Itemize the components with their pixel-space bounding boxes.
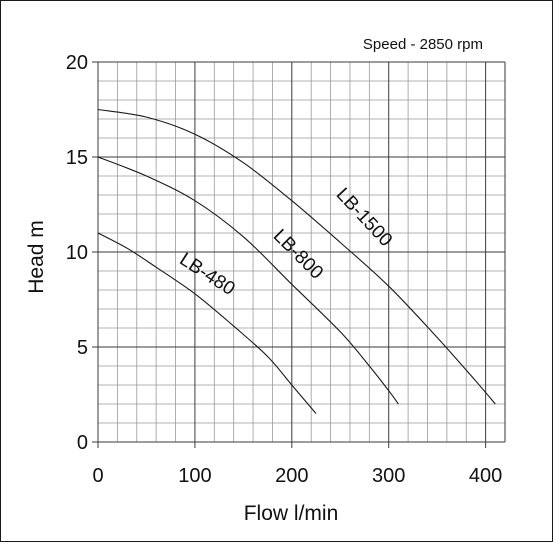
x-tick-label: 300 xyxy=(372,465,405,487)
x-tick-label: 0 xyxy=(92,465,103,487)
x-axis-title: Flow l/min xyxy=(244,502,339,525)
curve-label-lb-800: LB-800 xyxy=(269,225,327,283)
x-tick-label: 200 xyxy=(275,465,308,487)
tick-labels: 0 100 200 300 400 0 5 10 15 20 xyxy=(66,52,503,487)
curve-label-lb-480: LB-480 xyxy=(176,249,239,300)
curve-lb-800 xyxy=(97,156,399,405)
y-tick-label: 5 xyxy=(77,337,88,359)
speed-annotation: Speed - 2850 rpm xyxy=(363,36,483,53)
x-tick-label: 400 xyxy=(469,465,502,487)
y-tick-label: 15 xyxy=(66,147,88,169)
curve-lb-480 xyxy=(97,232,317,414)
y-axis-title: Head m xyxy=(25,220,48,294)
y-tick-label: 0 xyxy=(77,432,88,454)
pump-curves xyxy=(97,108,496,414)
x-tick-label: 100 xyxy=(178,465,211,487)
curve-lb-1500 xyxy=(97,108,496,405)
y-tick-label: 20 xyxy=(66,52,88,74)
curve-label-lb-1500: LB-1500 xyxy=(332,184,396,251)
y-tick-label: 10 xyxy=(66,242,88,264)
